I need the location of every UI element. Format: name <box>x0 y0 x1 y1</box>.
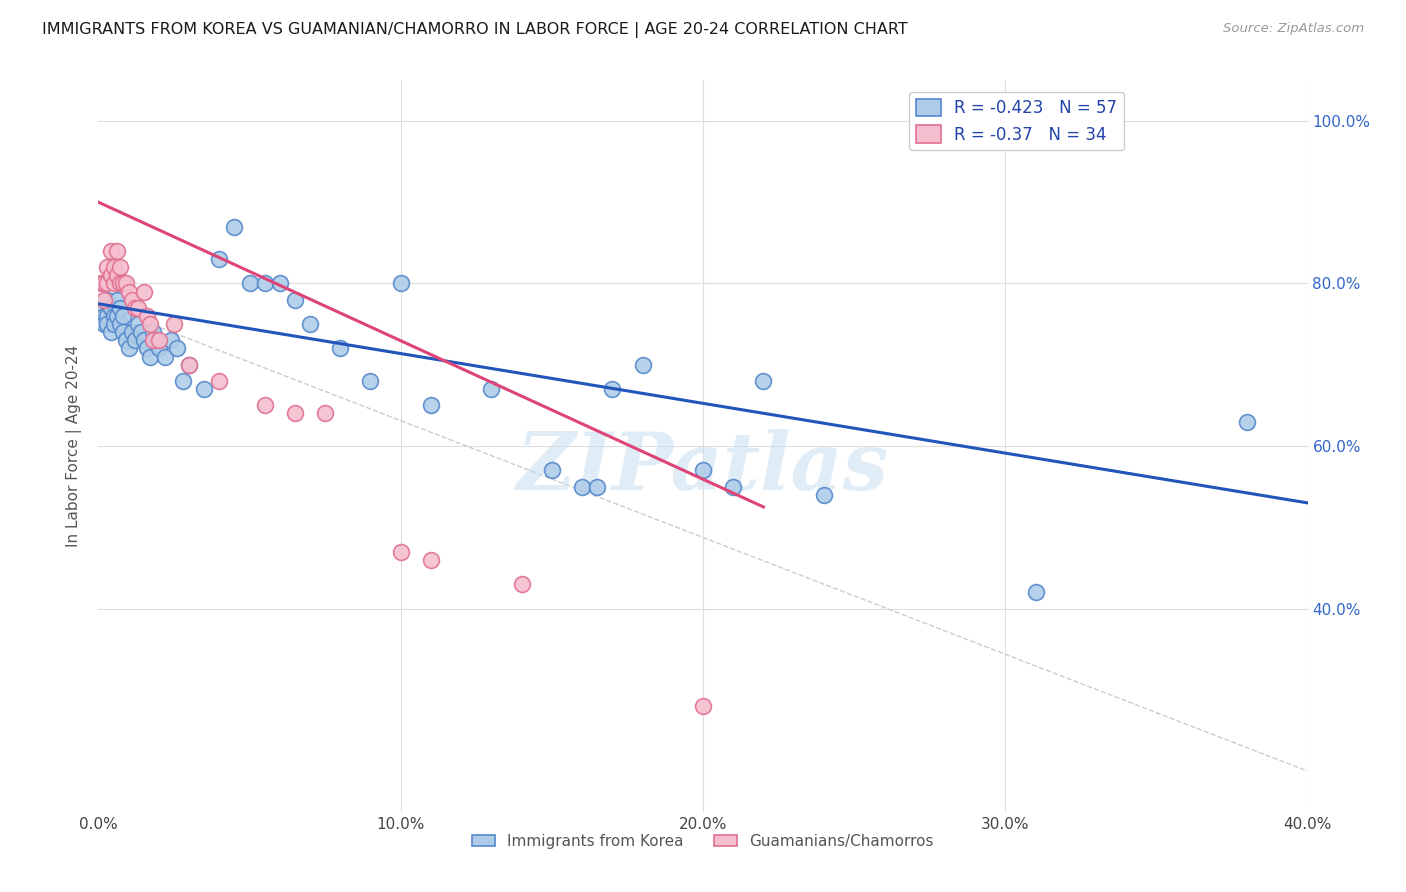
Point <box>813 488 835 502</box>
Point <box>105 268 128 283</box>
Point <box>239 277 262 291</box>
Point <box>100 244 122 258</box>
Point <box>139 350 162 364</box>
Point <box>105 293 128 307</box>
Point <box>329 342 352 356</box>
Point <box>163 317 186 331</box>
Point <box>253 398 276 412</box>
Point <box>224 219 246 234</box>
Point <box>389 277 412 291</box>
Point <box>90 301 112 315</box>
Point <box>129 325 152 339</box>
Point <box>420 398 443 412</box>
Point <box>692 463 714 477</box>
Point <box>179 358 201 372</box>
Point <box>135 309 157 323</box>
Point <box>118 342 141 356</box>
Point <box>121 293 143 307</box>
Point <box>105 244 128 258</box>
Point <box>314 407 336 421</box>
Point <box>103 260 125 275</box>
Point <box>166 342 188 356</box>
Point <box>93 309 115 323</box>
Point <box>103 277 125 291</box>
Point <box>127 317 149 331</box>
Point <box>100 268 122 283</box>
Point <box>108 260 131 275</box>
Point <box>420 553 443 567</box>
Point <box>586 480 609 494</box>
Point <box>540 463 562 477</box>
Text: ZIPatlas: ZIPatlas <box>517 429 889 507</box>
Point <box>111 309 134 323</box>
Point <box>132 334 155 348</box>
Point <box>208 252 231 266</box>
Point <box>510 577 533 591</box>
Point <box>148 342 170 356</box>
Point <box>148 334 170 348</box>
Text: IMMIGRANTS FROM KOREA VS GUAMANIAN/CHAMORRO IN LABOR FORCE | AGE 20-24 CORRELATI: IMMIGRANTS FROM KOREA VS GUAMANIAN/CHAMO… <box>42 22 908 38</box>
Point <box>93 277 115 291</box>
Point <box>108 301 131 315</box>
Point <box>299 317 322 331</box>
Point <box>142 325 165 339</box>
Point <box>139 317 162 331</box>
Point <box>172 374 194 388</box>
Point <box>100 325 122 339</box>
Point <box>1024 585 1046 599</box>
Point <box>93 293 115 307</box>
Point <box>1236 415 1258 429</box>
Point <box>118 285 141 299</box>
Point <box>145 334 167 348</box>
Point <box>93 317 115 331</box>
Point <box>100 301 122 315</box>
Point <box>389 544 412 558</box>
Point <box>105 309 128 323</box>
Point <box>114 334 136 348</box>
Point <box>208 374 231 388</box>
Point <box>96 317 118 331</box>
Point <box>103 309 125 323</box>
Point <box>108 277 131 291</box>
Point <box>571 480 593 494</box>
Legend: Immigrants from Korea, Guamanians/Chamorros: Immigrants from Korea, Guamanians/Chamor… <box>465 828 941 855</box>
Point <box>481 382 503 396</box>
Point <box>723 480 745 494</box>
Point <box>135 342 157 356</box>
Point <box>103 317 125 331</box>
Point <box>602 382 624 396</box>
Point <box>193 382 215 396</box>
Point <box>752 374 775 388</box>
Text: Source: ZipAtlas.com: Source: ZipAtlas.com <box>1223 22 1364 36</box>
Point <box>284 407 307 421</box>
Point <box>108 317 131 331</box>
Point <box>96 277 118 291</box>
Point <box>124 334 146 348</box>
Point <box>269 277 291 291</box>
Point <box>179 358 201 372</box>
Point <box>253 277 276 291</box>
Point <box>96 260 118 275</box>
Point <box>111 277 134 291</box>
Point <box>124 301 146 315</box>
Point <box>121 325 143 339</box>
Point <box>132 285 155 299</box>
Point <box>153 350 176 364</box>
Point <box>284 293 307 307</box>
Point <box>142 334 165 348</box>
Point <box>160 334 183 348</box>
Y-axis label: In Labor Force | Age 20-24: In Labor Force | Age 20-24 <box>66 345 83 547</box>
Point <box>96 309 118 323</box>
Point <box>96 293 118 307</box>
Point <box>111 325 134 339</box>
Point <box>114 277 136 291</box>
Point <box>90 277 112 291</box>
Point <box>631 358 654 372</box>
Point <box>360 374 382 388</box>
Point <box>692 699 714 714</box>
Point <box>127 301 149 315</box>
